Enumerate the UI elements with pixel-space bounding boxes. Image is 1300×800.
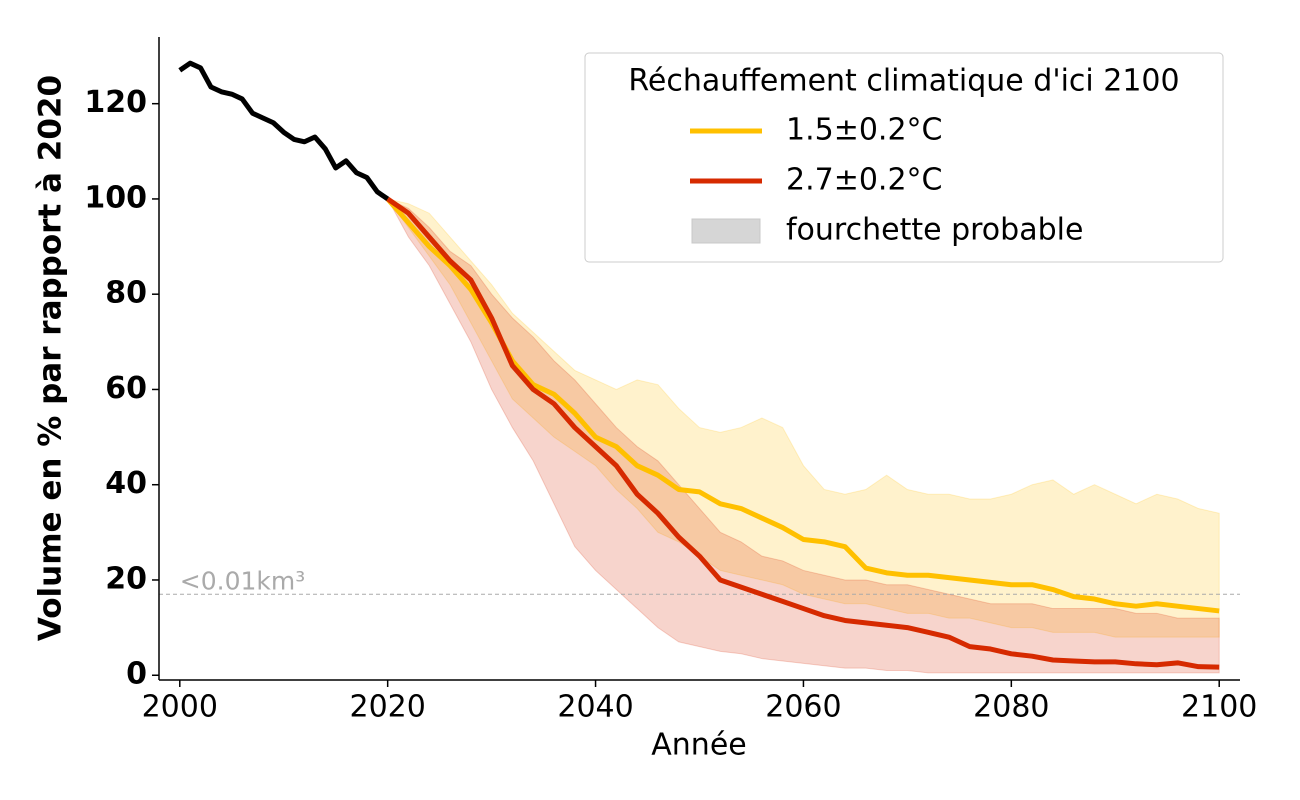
- y-tick-label: 60: [105, 371, 147, 406]
- legend-swatch: [691, 218, 761, 244]
- y-tick-label: 20: [105, 561, 147, 596]
- x-tick-label: 2080: [973, 690, 1049, 725]
- y-tick-label: 120: [84, 85, 147, 120]
- legend-title: Réchauffement climatique d'ici 2100: [628, 64, 1179, 99]
- series-line: [385, 197, 1220, 614]
- y-tick-label: 80: [105, 276, 147, 311]
- plot-area: <0.01km³: [159, 60, 1240, 674]
- y-tick-label: 40: [105, 466, 147, 501]
- reference-label: <0.01km³: [180, 566, 305, 595]
- legend-label: fourchette probable: [786, 213, 1083, 248]
- x-tick-label: 2060: [765, 690, 841, 725]
- series-line: [386, 196, 1220, 670]
- x-tick-label: 2040: [557, 690, 633, 725]
- likely-range-band: [386, 198, 1220, 638]
- x-tick-label: 2020: [349, 690, 425, 725]
- y-axis-label: Volume en % par rapport à 2020: [33, 75, 69, 641]
- legend: Réchauffement climatique d'ici 2100 1.5±0…: [584, 52, 1224, 263]
- legend-box: [584, 52, 1224, 263]
- series-line: [178, 60, 390, 202]
- y-tick-label: 0: [126, 657, 147, 692]
- legend-label: 1.5±0.2°C: [786, 113, 943, 148]
- legend-label: 2.7±0.2°C: [786, 163, 943, 198]
- x-tick-label: 2000: [142, 690, 218, 725]
- likely-range-band: [386, 197, 1220, 674]
- x-tick-label: 2100: [1181, 690, 1257, 725]
- x-axis-label: Année: [651, 728, 746, 763]
- y-tick-label: 100: [84, 180, 147, 215]
